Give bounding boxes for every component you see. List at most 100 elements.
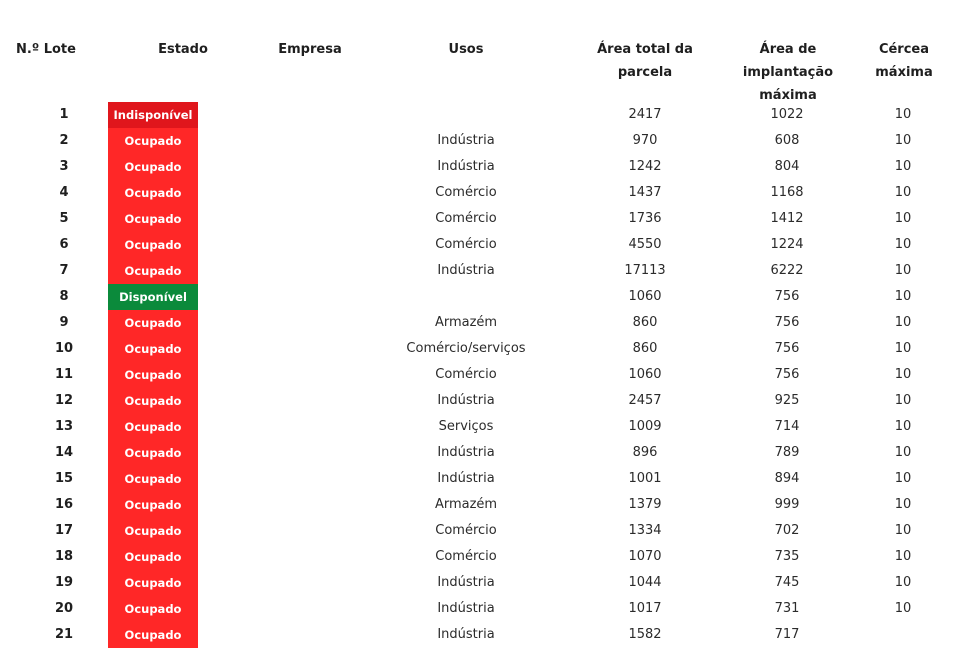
cell-empresa [265, 180, 355, 206]
cell-usos: Indústria [437, 627, 495, 642]
status-badge: Ocupado [108, 414, 198, 440]
cell-cercea: 10 [894, 211, 912, 226]
cell-empresa [265, 414, 355, 440]
cell-lote: 7 [59, 263, 69, 278]
cell-cercea: 10 [894, 159, 912, 174]
cell-usos: Comércio [435, 367, 497, 382]
table-row: 20 Indústria 1017 731 10 Ocupado [0, 596, 957, 622]
cell-lote: 2 [59, 133, 69, 148]
cell-area-implantacao: 714 [774, 419, 800, 434]
status-badge: Ocupado [108, 128, 198, 154]
cell-empresa [265, 128, 355, 154]
table-row: 15 Indústria 1001 894 10 Ocupado [0, 466, 957, 492]
header-area-implantacao-line3: máxima [759, 88, 817, 103]
cell-empresa [265, 232, 355, 258]
cell-lote: 15 [54, 471, 74, 486]
cell-area-total: 896 [632, 445, 658, 460]
table-row: 6 Comércio 4550 1224 10 Ocupado [0, 232, 957, 258]
status-badge: Ocupado [108, 336, 198, 362]
header-area-total: Área total da parcela [580, 38, 710, 84]
cell-area-implantacao: 1022 [770, 107, 804, 122]
status-badge: Ocupado [108, 206, 198, 232]
cell-usos [386, 102, 546, 128]
table-row: 12 Indústria 2457 925 10 Ocupado [0, 388, 957, 414]
status-badge: Ocupado [108, 310, 198, 336]
cell-usos [386, 284, 546, 310]
table-row: 19 Indústria 1044 745 10 Ocupado [0, 570, 957, 596]
cell-lote: 20 [54, 601, 74, 616]
cell-lote: 16 [54, 497, 74, 512]
cell-area-total: 2457 [628, 393, 662, 408]
status-badge: Ocupado [108, 388, 198, 414]
status-badge: Ocupado [108, 492, 198, 518]
cell-area-total: 1736 [628, 211, 662, 226]
cell-area-total: 1060 [628, 367, 662, 382]
cell-area-total: 1242 [628, 159, 662, 174]
cell-lote: 5 [59, 211, 69, 226]
status-badge: Ocupado [108, 544, 198, 570]
cell-area-total: 860 [632, 341, 658, 356]
table-row: 18 Comércio 1070 735 10 Ocupado [0, 544, 957, 570]
cell-area-total: 1582 [628, 627, 662, 642]
cell-usos: Indústria [437, 575, 495, 590]
cell-area-total: 1017 [628, 601, 662, 616]
cell-empresa [265, 492, 355, 518]
cell-area-implantacao: 745 [774, 575, 800, 590]
status-badge: Ocupado [108, 440, 198, 466]
cell-area-implantacao: 999 [774, 497, 800, 512]
table-row: 8 1060 756 10 Disponível [0, 284, 957, 310]
cell-cercea: 10 [894, 289, 912, 304]
table-row: 7 Indústria 17113 6222 10 Ocupado [0, 258, 957, 284]
cell-usos: Indústria [437, 601, 495, 616]
cell-usos: Indústria [437, 133, 495, 148]
table-row: 1 2417 1022 10 Indisponível [0, 102, 957, 128]
table-row: 11 Comércio 1060 756 10 Ocupado [0, 362, 957, 388]
cell-empresa [265, 336, 355, 362]
cell-area-total: 1437 [628, 185, 662, 200]
cell-empresa [265, 310, 355, 336]
table-row: 21 Indústria 1582 717 Ocupado [0, 622, 957, 648]
status-badge: Ocupado [108, 518, 198, 544]
table-row: 14 Indústria 896 789 10 Ocupado [0, 440, 957, 466]
cell-empresa [265, 154, 355, 180]
cell-cercea: 10 [894, 185, 912, 200]
cell-area-implantacao: 608 [774, 133, 800, 148]
cell-empresa [265, 466, 355, 492]
cell-usos: Indústria [437, 393, 495, 408]
cell-area-implantacao: 756 [774, 315, 800, 330]
table-row: 13 Serviços 1009 714 10 Ocupado [0, 414, 957, 440]
cell-area-implantacao: 925 [774, 393, 800, 408]
cell-area-total: 1044 [628, 575, 662, 590]
cell-usos: Comércio/serviços [406, 341, 526, 356]
cell-empresa [265, 570, 355, 596]
cell-cercea: 10 [894, 549, 912, 564]
cell-usos: Indústria [437, 263, 495, 278]
cell-cercea: 10 [894, 263, 912, 278]
header-lote: N.º Lote [16, 42, 76, 57]
cell-lote: 13 [54, 419, 74, 434]
cell-lote: 14 [54, 445, 74, 460]
cell-area-total: 1009 [628, 419, 662, 434]
cell-area-total: 970 [632, 133, 658, 148]
cell-area-implantacao: 789 [774, 445, 800, 460]
status-badge: Indisponível [108, 102, 198, 128]
cell-empresa [265, 284, 355, 310]
cell-area-implantacao: 804 [774, 159, 800, 174]
table-row: 5 Comércio 1736 1412 10 Ocupado [0, 206, 957, 232]
cell-usos: Comércio [435, 237, 497, 252]
cell-cercea: 10 [894, 133, 912, 148]
status-badge: Ocupado [108, 570, 198, 596]
cell-usos: Comércio [435, 549, 497, 564]
cell-area-total: 1060 [628, 289, 662, 304]
cell-lote: 9 [59, 315, 69, 330]
cell-usos: Armazém [434, 497, 498, 512]
cell-area-implantacao: 756 [774, 289, 800, 304]
cell-area-implantacao: 6222 [770, 263, 804, 278]
cell-lote: 3 [59, 159, 69, 174]
cell-usos: Indústria [437, 445, 495, 460]
cell-lote: 12 [54, 393, 74, 408]
cell-area-total: 860 [632, 315, 658, 330]
status-badge: Ocupado [108, 180, 198, 206]
cell-cercea: 10 [894, 523, 912, 538]
cell-area-implantacao: 717 [774, 627, 800, 642]
